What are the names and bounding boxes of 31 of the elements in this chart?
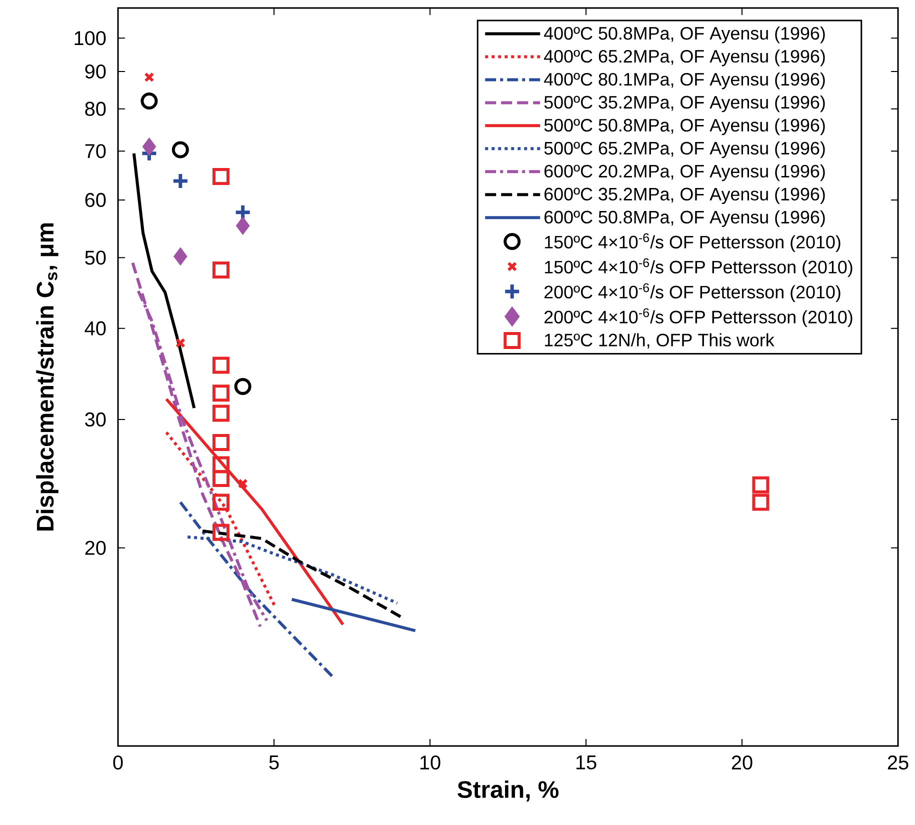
legend-label: 400ºC 50.8MPa, OF Ayensu (1996) <box>544 26 825 44</box>
legend-label: 600ºC 20.2MPa, OF Ayensu (1996) <box>544 164 825 182</box>
legend-label: 400ºC 80.1MPa, OF Ayensu (1996) <box>544 72 825 90</box>
y-tick-label: 30 <box>85 412 106 427</box>
y-tick-label: 100 <box>74 31 106 46</box>
legend-label: 125ºC 12N/h, OFP This work <box>544 333 774 349</box>
legend-label: 150ºC 4×10$^{-6}$/s OFP Pettersson (2010) <box>544 258 852 278</box>
y-axis-title: Displacement/strain C$_{s}$, μm <box>36 223 58 530</box>
x-tick-label: 25 <box>888 756 908 770</box>
y-tick-label: 90 <box>85 64 106 79</box>
legend-label: 200ºC 4×10$^{-6}$/s OFP Pettersson (2010) <box>544 308 852 327</box>
legend-label: 200ºC 4×10$^{-6}$/s OF Pettersson (2010) <box>544 283 840 302</box>
legend-label: 400ºC 65.2MPa, OF Ayensu (1996) <box>544 50 825 66</box>
x-tick-label: 15 <box>576 756 596 770</box>
legend-label: 600ºC 50.8MPa, OF Ayensu (1996) <box>544 210 825 228</box>
y-tick-label: 60 <box>85 192 106 207</box>
x-axis-title: Strain, % <box>458 780 559 802</box>
x-tick-label: 0 <box>113 756 123 770</box>
y-tick-label: 40 <box>84 321 106 336</box>
legend-label: 500ºC 50.8MPa, OF Ayensu (1996) <box>544 118 825 136</box>
legend-label: 500ºC 35.2MPa, OF Ayensu (1996) <box>544 95 825 112</box>
x-tick-label: 20 <box>732 756 752 770</box>
y-tick-label: 70 <box>85 144 106 158</box>
y-tick-label: 80 <box>85 102 106 116</box>
legend-label: 500ºC 65.2MPa, OF Ayensu (1996) <box>544 141 825 158</box>
legend-label: 600ºC 35.2MPa, OF Ayensu (1996) <box>544 187 825 204</box>
y-tick-label: 50 <box>85 250 106 265</box>
x-tick-label: 10 <box>420 756 440 770</box>
y-tick-label: 20 <box>85 540 106 555</box>
legend-label: 150ºC 4×10$^{-6}$/s OF Pettersson (2010) <box>544 233 840 252</box>
x-tick-label: 5 <box>269 756 279 770</box>
